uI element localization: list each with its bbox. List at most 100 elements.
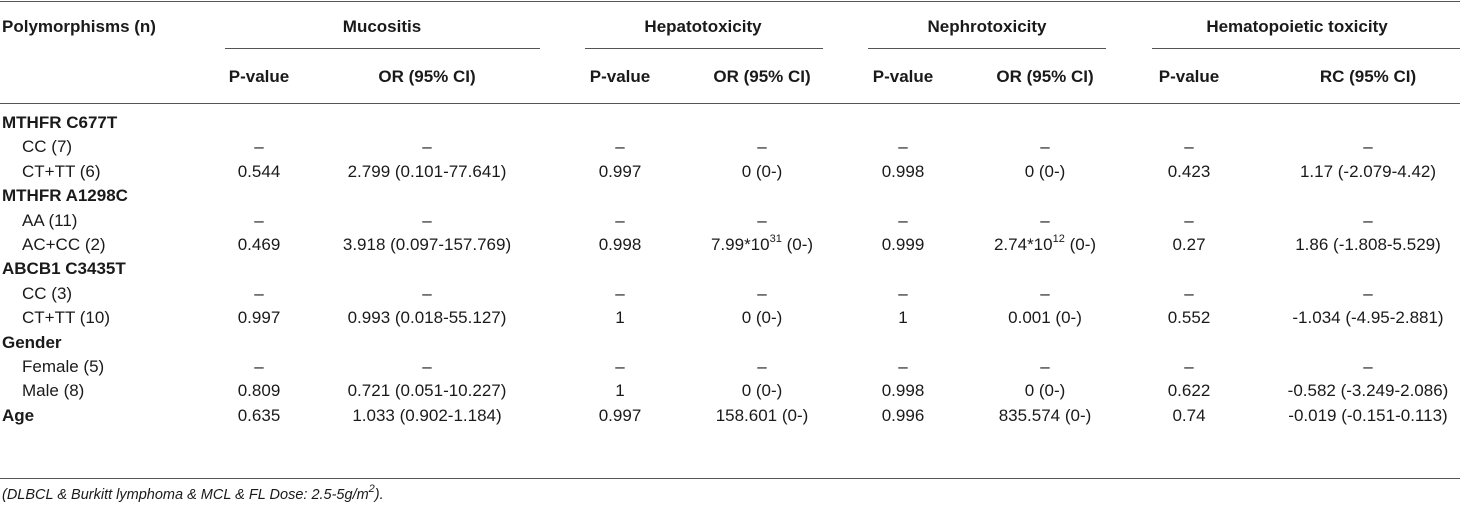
table-cell: 835.574 (0-) — [998, 405, 1092, 425]
table-cell: – — [757, 283, 767, 303]
table-cell: – — [1363, 357, 1373, 376]
row-label: CC (7) — [22, 137, 73, 157]
section-label: MTHFR A1298C — [2, 186, 128, 206]
table-cell: – — [1040, 137, 1050, 157]
subheader-pvalue: P-value — [228, 67, 290, 86]
group-rule-mucositis — [225, 48, 540, 49]
table-cell: 0.423 — [1167, 161, 1211, 181]
table-cell: 0.552 — [1167, 308, 1211, 328]
table-cell: – — [1363, 210, 1373, 230]
section-label: MTHFR C677T — [2, 113, 118, 132]
row-label: CT+TT (10) — [22, 308, 111, 328]
table-cell: – — [757, 137, 767, 157]
table-cell: 0 (0-) — [741, 381, 783, 401]
row-label: AC+CC (2) — [22, 235, 106, 254]
subheader-or: OR (95% CI) — [996, 67, 1094, 86]
table-cell: – — [1184, 283, 1194, 303]
row-label: Female (5) — [22, 357, 105, 376]
table-cell: – — [1184, 137, 1194, 157]
group-rule-hematopoietic — [1152, 48, 1460, 49]
table-cell: 0 (0-) — [1024, 161, 1066, 181]
section-label: Age — [2, 405, 35, 425]
table-cell: 2.799 (0.101-77.641) — [347, 161, 507, 181]
table-cell: – — [615, 283, 625, 303]
table-cell: – — [898, 137, 908, 157]
table-cell: 2.74*1012 (0-) — [993, 233, 1097, 254]
table-cell: – — [422, 357, 432, 376]
table-cell: – — [615, 210, 625, 230]
table-bottom-rule — [0, 478, 1460, 479]
table-cell: 0.635 — [237, 405, 281, 425]
table-cell: – — [1363, 283, 1373, 303]
table-cell: 1 — [615, 308, 625, 328]
subheader-rc: RC (95% CI) — [1319, 67, 1417, 86]
table-cell: – — [422, 137, 432, 157]
table-cell: -0.582 (-3.249-2.086) — [1287, 381, 1449, 401]
table-cell: – — [1184, 357, 1194, 376]
table-cell: 0.74 — [1172, 405, 1206, 425]
table-cell: – — [1040, 357, 1050, 376]
table-cell: – — [757, 357, 767, 376]
table-cell: 1.86 (-1.808-5.529) — [1295, 235, 1441, 254]
header-bottom-rule — [0, 103, 1460, 104]
row-label: Male (8) — [22, 381, 85, 401]
table-cell: 0.544 — [237, 161, 281, 181]
group-header-hepatotoxicity: Hepatotoxicity — [644, 17, 762, 36]
table-cell: 0.622 — [1167, 381, 1211, 401]
row-label-header: Polymorphisms (n) — [2, 17, 156, 36]
table-cell: 0.809 — [237, 381, 281, 401]
table-cell: 0.996 — [881, 405, 925, 425]
table-cell: 0.997 — [598, 161, 642, 181]
table-cell: 0.999 — [881, 235, 925, 254]
table-cell: – — [254, 210, 264, 230]
table-cell: 0.997 — [237, 308, 281, 328]
table-cell: 0.997 — [598, 405, 642, 425]
table-cell: 1 — [615, 381, 625, 401]
section-label: Gender — [2, 332, 62, 352]
table-cell: 1.033 (0.902-1.184) — [352, 405, 502, 425]
table-cell: – — [1363, 137, 1373, 157]
group-rule-hepatotoxicity — [585, 48, 823, 49]
table-cell: 158.601 (0-) — [715, 405, 809, 425]
table-cell: – — [1184, 210, 1194, 230]
table-cell: 0.27 — [1172, 235, 1206, 254]
table-cell: – — [615, 137, 625, 157]
section-label: ABCB1 C3435T — [2, 259, 126, 279]
table-cell: 0 (0-) — [1024, 381, 1066, 401]
group-header-hematopoietic: Hematopoietic toxicity — [1206, 17, 1388, 36]
group-header-nephrotoxicity: Nephrotoxicity — [927, 17, 1047, 36]
table-cell: 0.721 (0.051-10.227) — [347, 381, 507, 401]
table-cell: 0.998 — [598, 235, 642, 254]
table-cell: 7.99*1031 (0-) — [710, 233, 814, 254]
table-cell: – — [1040, 210, 1050, 230]
table-cell: – — [254, 357, 264, 376]
table-cell: 0.998 — [881, 381, 925, 401]
row-label: CT+TT (6) — [22, 161, 101, 181]
table-cell: – — [254, 137, 264, 157]
table-cell: 0 (0-) — [741, 308, 783, 328]
table-cell: – — [1040, 283, 1050, 303]
table-cell: 3.918 (0.097-157.769) — [342, 235, 512, 254]
table-cell: -1.034 (-4.95-2.881) — [1292, 308, 1444, 328]
table-cell: 0.469 — [237, 235, 281, 254]
table-cell: – — [615, 357, 625, 376]
subheader-or: OR (95% CI) — [713, 67, 811, 86]
table-cell: 1.17 (-2.079-4.42) — [1299, 161, 1437, 181]
table-cell: – — [422, 210, 432, 230]
table-cell: – — [757, 210, 767, 230]
subheader-or: OR (95% CI) — [378, 67, 476, 86]
table-cell: – — [422, 283, 432, 303]
table-cell: 1 — [898, 308, 908, 328]
subheader-pvalue: P-value — [872, 67, 934, 86]
subheader-pvalue: P-value — [1158, 67, 1220, 86]
table-footnote: (DLBCL & Burkitt lymphoma & MCL & FL Dos… — [2, 483, 384, 503]
subheader-pvalue: P-value — [589, 67, 651, 86]
table-cell: 0.998 — [881, 161, 925, 181]
group-header-mucositis: Mucositis — [342, 17, 422, 36]
table-cell: – — [898, 210, 908, 230]
table-cell: 0.001 (0-) — [1008, 308, 1082, 328]
table-cell: 0.993 (0.018-55.127) — [347, 308, 507, 328]
table-top-rule — [0, 1, 1460, 2]
table-cell: – — [898, 357, 908, 376]
table-cell: -0.019 (-0.151-0.113) — [1288, 405, 1448, 425]
